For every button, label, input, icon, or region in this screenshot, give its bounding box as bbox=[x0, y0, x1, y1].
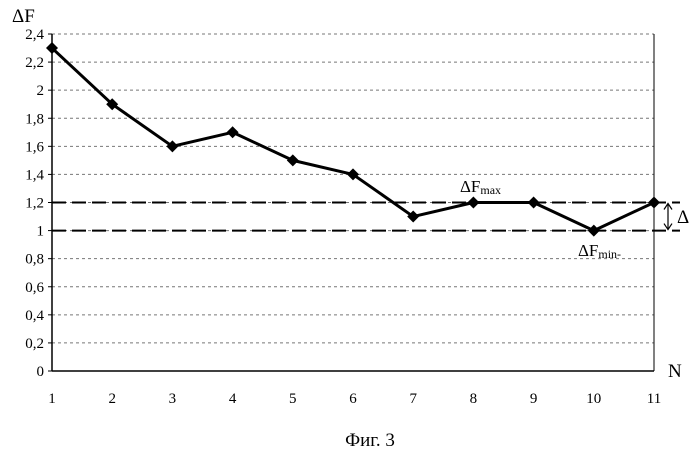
annotation-dfmin: ΔFmin- bbox=[578, 241, 621, 261]
x-tick-label: 9 bbox=[530, 391, 538, 407]
x-tick-label: 7 bbox=[409, 391, 417, 407]
annotation-dfmin-sub: min- bbox=[598, 247, 621, 261]
y-axis-label: ΔF bbox=[12, 6, 35, 27]
y-tick-label: 2 bbox=[37, 83, 45, 99]
data-point bbox=[467, 197, 479, 209]
delta-label: Δ bbox=[677, 207, 689, 228]
figure-caption: Фиг. 3 bbox=[345, 430, 395, 451]
data-point bbox=[588, 225, 600, 237]
y-tick-labels: 0 0,2 0,4 0,6 0,8 1 1,2 1,4 1,6 1,8 2 2,2 2,4 bbox=[25, 27, 44, 380]
data-point bbox=[287, 154, 299, 166]
grid-lines bbox=[52, 34, 654, 343]
x-tick-label: 4 bbox=[229, 391, 237, 407]
y-tick-label: 2,4 bbox=[25, 27, 44, 43]
x-tick-label: 8 bbox=[470, 391, 478, 407]
annotation-dfmax-main: ΔF bbox=[460, 177, 480, 196]
data-markers bbox=[46, 42, 660, 237]
y-tick-label: 0,6 bbox=[25, 280, 44, 296]
x-tick-label: 10 bbox=[586, 391, 601, 407]
y-tick-label: 1 bbox=[37, 224, 45, 240]
x-tick-label: 3 bbox=[169, 391, 177, 407]
y-tick-label: 0 bbox=[37, 364, 45, 380]
x-tick-label: 1 bbox=[48, 391, 56, 407]
y-tick-label: 0,8 bbox=[25, 252, 44, 268]
annotation-dfmax-sub: max bbox=[480, 183, 501, 197]
x-tick-labels: 1 2 3 4 5 6 7 8 9 10 11 bbox=[48, 391, 661, 407]
y-tick-label: 0,4 bbox=[25, 308, 44, 324]
y-tick-label: 1,8 bbox=[25, 111, 44, 127]
annotation-dfmax: ΔFmax bbox=[460, 177, 501, 197]
x-tick-label: 6 bbox=[349, 391, 357, 407]
annotation-dfmin-main: ΔF bbox=[578, 241, 598, 260]
y-tick-label: 0,2 bbox=[25, 336, 44, 352]
x-tick-label: 2 bbox=[108, 391, 116, 407]
data-point bbox=[648, 197, 660, 209]
y-tick-label: 1,2 bbox=[25, 196, 44, 212]
y-tick-label: 2,2 bbox=[25, 55, 44, 71]
y-tick-label: 1,6 bbox=[25, 139, 44, 155]
x-tick-label: 5 bbox=[289, 391, 297, 407]
y-tick-label: 1,4 bbox=[25, 167, 44, 183]
data-point bbox=[227, 126, 239, 138]
x-tick-label: 11 bbox=[647, 391, 661, 407]
x-axis-label: N bbox=[668, 361, 682, 382]
data-point bbox=[528, 197, 540, 209]
delta-double-arrow bbox=[664, 204, 672, 230]
